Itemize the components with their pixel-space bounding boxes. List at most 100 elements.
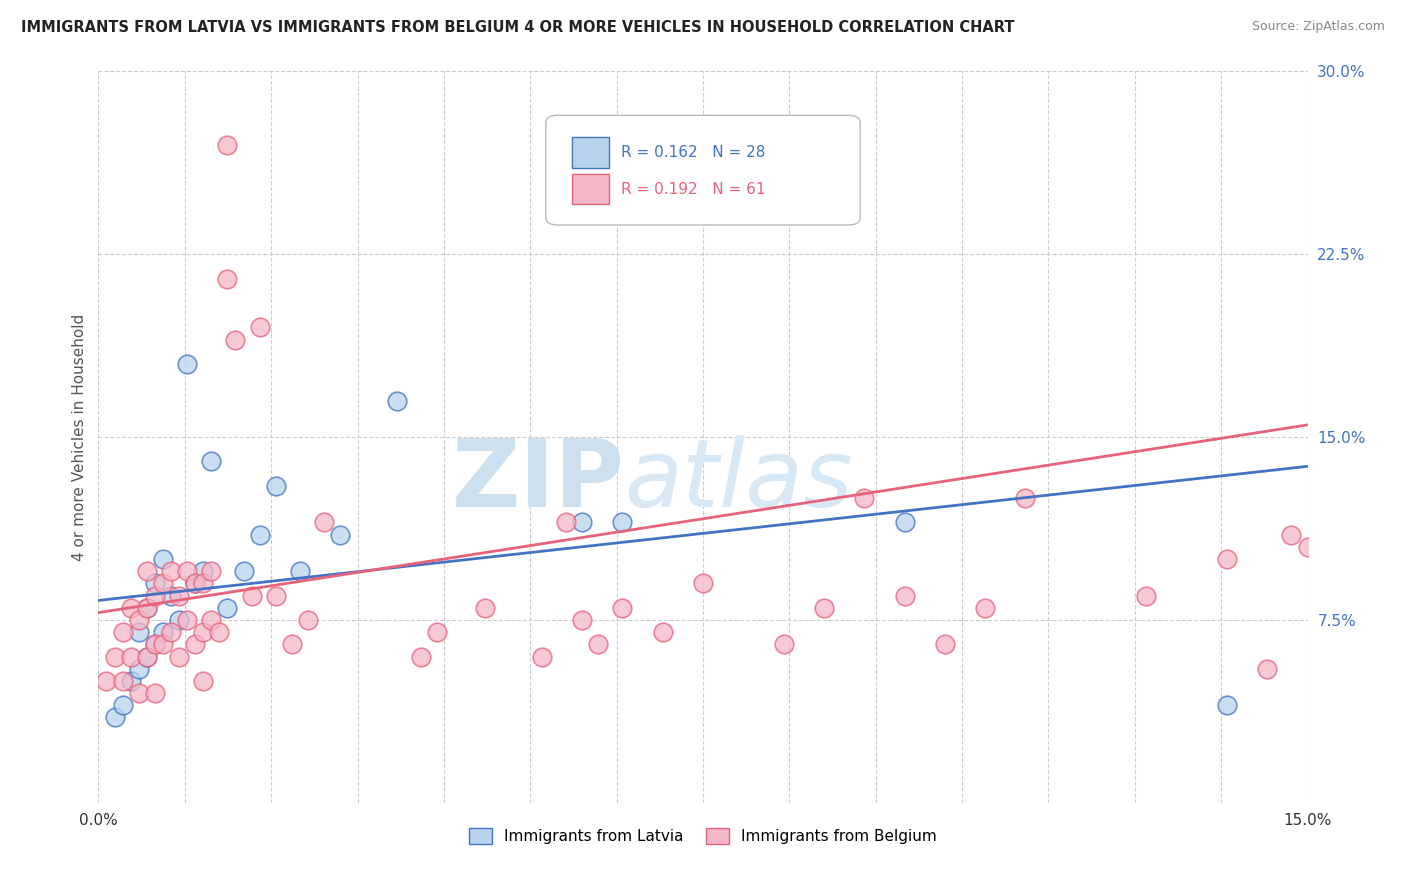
Point (217, 600, 239, 615)
Point (160, 625, 183, 640)
Point (692, 576, 714, 591)
Point (193, 625, 215, 640)
Point (224, 333, 246, 347)
Point (409, 649, 432, 664)
Point (1296, 540, 1319, 554)
Point (612, 600, 634, 615)
Point (314, 516, 336, 530)
Point (135, 649, 157, 664)
Point (651, 625, 673, 640)
Point (474, 600, 496, 615)
Point (160, 564, 183, 578)
Point (111, 673, 134, 688)
Point (128, 625, 150, 640)
Point (264, 589, 287, 603)
Point (530, 649, 553, 664)
Point (612, 516, 634, 530)
Point (152, 637, 174, 651)
Point (111, 625, 134, 640)
Point (167, 649, 190, 664)
Text: R = 0.162   N = 28: R = 0.162 N = 28 (621, 145, 765, 160)
Point (135, 600, 157, 615)
Point (143, 576, 166, 591)
Point (128, 613, 150, 627)
Legend: Immigrants from Latvia, Immigrants from Belgium: Immigrants from Latvia, Immigrants from … (463, 822, 943, 850)
Point (240, 589, 263, 603)
Point (426, 625, 449, 640)
Point (135, 600, 157, 615)
Point (120, 649, 142, 664)
Point (893, 516, 915, 530)
Point (152, 576, 174, 591)
Point (555, 516, 578, 530)
Text: atlas: atlas (624, 435, 852, 526)
Point (152, 552, 174, 566)
Point (571, 613, 593, 627)
Point (853, 491, 876, 505)
Point (281, 637, 304, 651)
Point (200, 613, 222, 627)
Point (176, 357, 198, 371)
Point (143, 589, 166, 603)
Point (1135, 589, 1157, 603)
Point (120, 600, 142, 615)
Point (111, 698, 134, 713)
Point (184, 576, 207, 591)
Point (167, 613, 190, 627)
Text: R = 0.192   N = 61: R = 0.192 N = 61 (621, 182, 765, 196)
Point (143, 637, 166, 651)
Point (586, 637, 609, 651)
Point (1256, 662, 1278, 676)
Point (103, 649, 125, 664)
Point (184, 637, 207, 651)
Point (128, 662, 150, 676)
Point (96, 673, 118, 688)
Bar (572, 174, 609, 204)
Point (208, 625, 231, 640)
Point (934, 637, 956, 651)
Point (143, 637, 166, 651)
Point (232, 564, 254, 578)
Point (772, 637, 794, 651)
Point (813, 600, 835, 615)
Point (571, 516, 593, 530)
Text: ZIP: ZIP (451, 435, 624, 527)
Point (249, 527, 271, 541)
Text: IMMIGRANTS FROM LATVIA VS IMMIGRANTS FROM BELGIUM 4 OR MORE VEHICLES IN HOUSEHOL: IMMIGRANTS FROM LATVIA VS IMMIGRANTS FRO… (21, 20, 1015, 35)
Y-axis label: 4 or more Vehicles in Household: 4 or more Vehicles in Household (72, 313, 87, 561)
Point (128, 686, 150, 700)
Point (167, 589, 190, 603)
Point (103, 710, 125, 724)
Point (193, 564, 215, 578)
Point (385, 393, 408, 408)
Point (288, 564, 311, 578)
Point (135, 564, 157, 578)
FancyBboxPatch shape (546, 115, 860, 225)
Point (184, 576, 207, 591)
Point (193, 673, 215, 688)
Point (200, 454, 222, 468)
Point (297, 613, 319, 627)
Point (974, 600, 997, 615)
Point (217, 137, 239, 152)
Point (1216, 698, 1239, 713)
Point (1281, 527, 1303, 541)
Point (200, 564, 222, 578)
Point (1216, 552, 1239, 566)
Point (176, 564, 198, 578)
Point (160, 589, 183, 603)
Bar (572, 137, 609, 168)
Point (120, 673, 142, 688)
Point (143, 686, 166, 700)
Point (1014, 491, 1036, 505)
Text: Source: ZipAtlas.com: Source: ZipAtlas.com (1251, 20, 1385, 33)
Point (893, 589, 915, 603)
Point (329, 527, 352, 541)
Point (217, 271, 239, 285)
Point (176, 613, 198, 627)
Point (249, 320, 271, 334)
Point (264, 479, 287, 493)
Point (193, 576, 215, 591)
Point (135, 649, 157, 664)
Point (152, 625, 174, 640)
